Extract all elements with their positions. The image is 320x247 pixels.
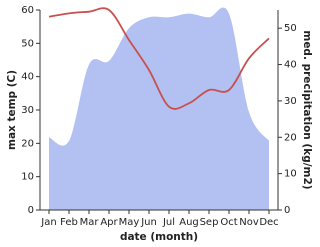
- precipitation-area: [49, 7, 269, 210]
- y-tick-label: 50: [21, 38, 34, 49]
- y2-tick-label: 50: [284, 23, 297, 34]
- y2-tick-label: 30: [284, 96, 297, 107]
- y-tick-label: 10: [21, 172, 34, 183]
- y-axis-label: max temp (C): [6, 70, 18, 150]
- x-tick-label: Apr: [100, 217, 118, 228]
- x-tick-label: Jan: [40, 217, 56, 228]
- y2-tick-label: 20: [284, 132, 297, 143]
- x-tick-label: Dec: [259, 217, 278, 228]
- x-tick-label: Oct: [220, 217, 237, 228]
- x-tick-label: Sep: [200, 217, 219, 228]
- y2-tick-label: 0: [284, 205, 290, 216]
- x-tick-label: Feb: [60, 217, 78, 228]
- y-tick-label: 60: [21, 5, 34, 16]
- y2-tick-label: 40: [284, 60, 297, 71]
- y2-tick-label: 10: [284, 169, 297, 180]
- x-tick-label: Mar: [80, 217, 100, 228]
- y-tick-label: 30: [21, 105, 34, 116]
- x-tick-label: Aug: [179, 217, 199, 228]
- temp-line: [48, 7, 270, 110]
- x-tick-label: Jul: [162, 217, 175, 228]
- y-tick-label: 40: [21, 72, 34, 83]
- x-tick-label: Jun: [140, 217, 157, 228]
- y2-axis-label: med. precipitation (kg/m2): [301, 30, 313, 189]
- y-tick-label: 20: [21, 138, 34, 149]
- x-tick-label: Nov: [239, 217, 259, 228]
- x-axis-label: date (month): [120, 231, 198, 243]
- x-tick-label: May: [119, 217, 140, 228]
- y-tick-label: 0: [28, 205, 34, 216]
